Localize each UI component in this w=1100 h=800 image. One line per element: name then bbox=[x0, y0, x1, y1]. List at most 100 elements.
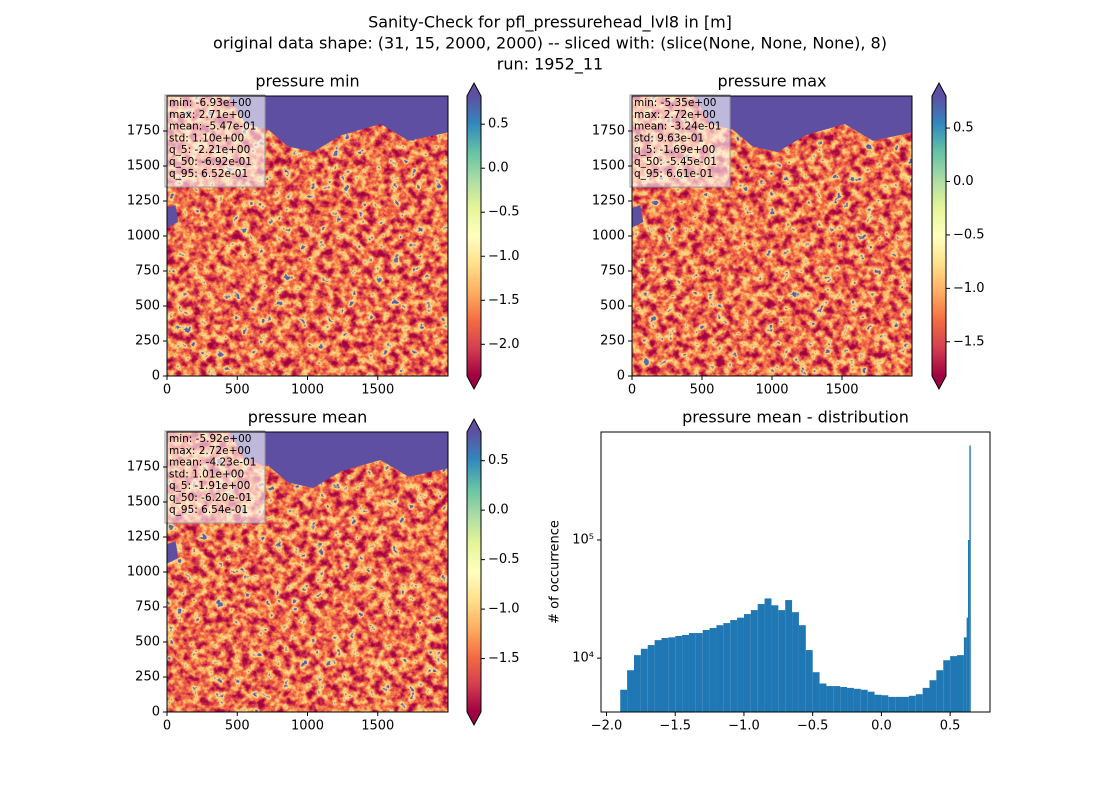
y-tick-label: 10⁴ bbox=[572, 651, 594, 666]
y-tick-label: 1000 bbox=[592, 229, 625, 244]
x-tick-label: 1500 bbox=[361, 383, 394, 398]
stats-line: std: 1.10e+00 bbox=[169, 132, 244, 144]
hist-bar bbox=[833, 686, 841, 712]
colorbar-tick-label: −0.5 bbox=[953, 227, 985, 242]
y-tick-label: 0 bbox=[617, 369, 625, 384]
y-tick-label: 1000 bbox=[127, 229, 160, 244]
y-tick-label: 1500 bbox=[127, 495, 160, 510]
y-tick-label: 1250 bbox=[127, 194, 160, 209]
y-tick-label: 10⁵ bbox=[572, 532, 594, 547]
colorbar-extend bbox=[932, 83, 946, 96]
figure-title: run: 1952_11 bbox=[497, 55, 603, 75]
colorbar-tick-label: −1.5 bbox=[488, 293, 520, 308]
colorbar-tick-label: 0.0 bbox=[953, 174, 974, 189]
hist-bar bbox=[737, 617, 744, 712]
x-tick-label: 0 bbox=[163, 383, 171, 398]
chart-title: pressure max bbox=[717, 72, 826, 91]
colorbar bbox=[467, 432, 481, 712]
stats-line: q_95: 6.54e-01 bbox=[169, 504, 248, 516]
stats-line: min: -6.93e+00 bbox=[169, 97, 251, 109]
x-tick-label: 500 bbox=[690, 383, 715, 398]
colorbar-extend bbox=[932, 376, 946, 389]
colorbar-tick-label: −1.0 bbox=[488, 602, 520, 617]
colorbar-tick-label: 0.5 bbox=[488, 117, 509, 132]
x-tick-label: 1500 bbox=[825, 383, 858, 398]
hist-bar bbox=[743, 614, 751, 712]
hist-bar bbox=[675, 635, 683, 712]
colorbar-tick-label: 0.0 bbox=[488, 503, 509, 518]
stats-line: mean: -5.47e-01 bbox=[169, 121, 256, 133]
x-tick-label: −1.5 bbox=[659, 719, 691, 734]
colorbar-tick-label: −1.0 bbox=[488, 249, 520, 264]
y-tick-label: 1250 bbox=[592, 194, 625, 209]
hist-bar bbox=[750, 610, 758, 712]
stats-box bbox=[164, 94, 266, 188]
hist-bar bbox=[943, 660, 951, 712]
hist-bar bbox=[867, 691, 875, 712]
y-tick-label: 1500 bbox=[592, 159, 625, 174]
sea-region bbox=[632, 205, 644, 228]
hist-bar bbox=[792, 612, 799, 712]
stats-line: q_50: -5.45e-01 bbox=[634, 156, 717, 168]
stats-box bbox=[629, 94, 731, 188]
y-tick-label: 1750 bbox=[127, 460, 160, 475]
colorbar-tick-label: −1.0 bbox=[953, 281, 985, 296]
colorbar-extend bbox=[467, 376, 481, 389]
x-tick-label: −1.0 bbox=[728, 719, 760, 734]
stats-line: std: 1.01e+00 bbox=[169, 468, 244, 480]
hist-bar bbox=[627, 670, 634, 712]
colorbar-tick-label: 0.5 bbox=[953, 121, 974, 136]
hist-bar bbox=[908, 695, 916, 712]
hist-bar bbox=[929, 680, 937, 712]
hist-bar bbox=[963, 637, 967, 712]
y-tick-label: 750 bbox=[600, 264, 625, 279]
hist-bar bbox=[895, 696, 903, 712]
y-tick-label: 500 bbox=[135, 635, 160, 650]
stats-line: q_5: -1.91e+00 bbox=[169, 480, 250, 492]
x-tick-label: 0 bbox=[163, 719, 171, 734]
hist-bar bbox=[633, 655, 641, 712]
axes-frame bbox=[600, 431, 991, 713]
hist-bar bbox=[798, 625, 806, 712]
hist-bar bbox=[969, 445, 971, 712]
colorbar-tick-label: 0.5 bbox=[488, 453, 509, 468]
colorbar-extend bbox=[467, 83, 481, 96]
colorbar-tick-label: −0.5 bbox=[488, 205, 520, 220]
hist-bar bbox=[936, 670, 944, 712]
colorbar-tick-label: −1.5 bbox=[953, 334, 985, 349]
stats-line: q_95: 6.52e-01 bbox=[169, 168, 248, 180]
figure-title: Sanity-Check for pfl_pressurehead_lvl8 i… bbox=[368, 13, 732, 33]
hist-bar bbox=[764, 598, 772, 712]
hist-bar bbox=[668, 637, 676, 712]
sea-region bbox=[228, 96, 448, 152]
y-tick-label: 250 bbox=[600, 334, 625, 349]
hist-bar bbox=[888, 696, 896, 712]
colorbar-frame bbox=[466, 81, 482, 391]
colorbar-tick-label: 0.0 bbox=[488, 161, 509, 176]
colorbar bbox=[932, 96, 946, 376]
y-tick-label: 1250 bbox=[127, 530, 160, 545]
colorbar bbox=[467, 96, 481, 376]
stats-line: q_5: -2.21e+00 bbox=[169, 144, 250, 156]
hist-bar bbox=[640, 648, 648, 712]
hist-bar bbox=[968, 539, 970, 712]
stats-line: min: -5.35e+00 bbox=[634, 97, 716, 109]
hist-bar bbox=[620, 689, 628, 712]
colorbar-tick-label: −1.5 bbox=[488, 651, 520, 666]
hist-bar bbox=[688, 633, 696, 712]
hist-bar bbox=[966, 617, 969, 712]
hist-bar bbox=[654, 640, 662, 712]
hist-bar bbox=[840, 686, 848, 712]
stats-line: std: 9.63e-01 bbox=[634, 132, 704, 144]
sea-region bbox=[167, 205, 179, 228]
y-tick-label: 0 bbox=[152, 705, 160, 720]
stats-line: q_50: -6.20e-01 bbox=[169, 492, 252, 504]
hist-bar bbox=[730, 620, 738, 712]
colorbar-extend bbox=[467, 419, 481, 432]
x-tick-label: 1000 bbox=[291, 719, 324, 734]
y-tick-label: 500 bbox=[135, 299, 160, 314]
y-tick-label: 1750 bbox=[127, 124, 160, 139]
hist-bar bbox=[647, 645, 655, 712]
x-tick-label: 500 bbox=[225, 719, 250, 734]
